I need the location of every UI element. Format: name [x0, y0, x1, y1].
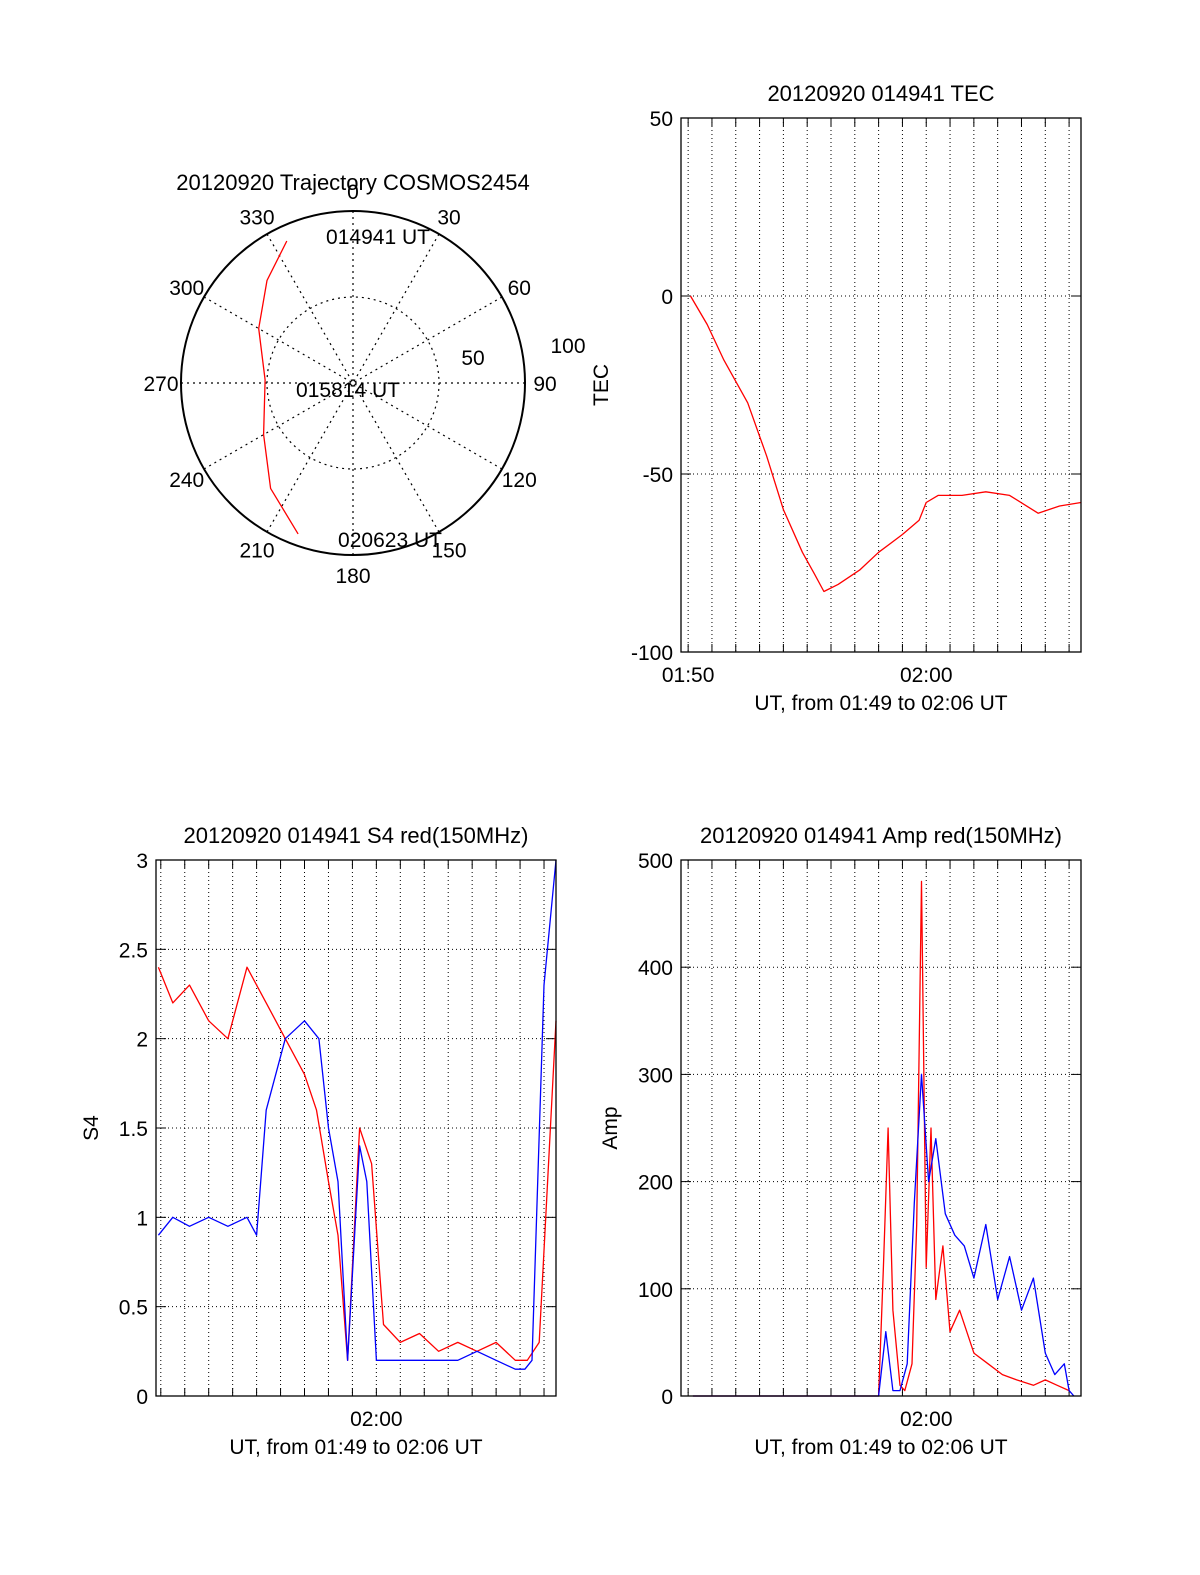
chart-title: 20120920 014941 S4 red(150MHz) — [184, 823, 529, 848]
series-line-0 — [157, 966, 557, 1361]
x-tick-label: 02:00 — [900, 1408, 953, 1431]
x-tick-label: 01:50 — [662, 664, 715, 687]
series-line-0 — [692, 880, 1070, 1397]
azimuth-label: 90 — [533, 373, 556, 396]
y-tick-label: 0 — [661, 1386, 673, 1409]
x-tick-label: 02:00 — [350, 1408, 403, 1431]
azimuth-label: 240 — [169, 469, 204, 492]
y-tick-label: 300 — [638, 1064, 673, 1087]
x-axis-label: UT, from 01:49 to 02:06 UT — [229, 1436, 482, 1459]
y-axis-label: TEC — [590, 364, 613, 406]
y-tick-label: -50 — [643, 464, 673, 487]
azimuth-label: 180 — [335, 565, 370, 588]
series-line-0 — [689, 295, 1082, 593]
y-tick-label: 400 — [638, 957, 673, 980]
plot-frame — [155, 859, 557, 1397]
trajectory-start-label: 014941 UT — [326, 226, 430, 249]
y-tick-label: 500 — [638, 850, 673, 873]
chart-title: 20120920 014941 TEC — [767, 81, 994, 106]
azimuth-label: 120 — [502, 469, 537, 492]
grid-lines — [681, 117, 1081, 653]
x-axis-label: UT, from 01:49 to 02:06 UT — [754, 692, 1007, 715]
chart-panel-3: 20120920 014941 Amp red(150MHz) 0 100 200 30… — [599, 823, 1082, 1459]
azimuth-label: 30 — [437, 207, 460, 230]
y-tick-label: 200 — [638, 1172, 673, 1195]
y-axis-label: Amp — [599, 1106, 622, 1149]
y-tick-label: 50 — [650, 108, 673, 131]
series-line-1 — [692, 1073, 1075, 1397]
radial-label-100: 100 — [550, 335, 585, 358]
y-tick-label: -100 — [631, 642, 673, 665]
trajectory-title: 20120920 Trajectory COSMOS2454 — [176, 170, 529, 195]
azimuth-label: 150 — [431, 539, 466, 562]
y-tick-label: 3 — [136, 850, 148, 873]
y-tick-label: 2.5 — [119, 939, 148, 962]
chart-panel-1: 20120920 014941 TEC -100 -50 0 50 01:50 02:00 U… — [590, 81, 1082, 715]
azimuth-label: 330 — [239, 207, 274, 230]
chart-title: 20120920 014941 Amp red(150MHz) — [700, 823, 1062, 848]
azimuth-label: 0 — [347, 181, 359, 204]
trajectory-mid-label: 015814 UT — [296, 379, 400, 402]
y-tick-label: 1.5 — [119, 1118, 148, 1141]
y-tick-label: 1 — [136, 1207, 148, 1230]
x-tick-label: 02:00 — [900, 664, 953, 687]
y-tick-label: 0 — [136, 1386, 148, 1409]
azimuth-label: 210 — [239, 539, 274, 562]
y-tick-label: 100 — [638, 1279, 673, 1302]
grid-lines — [156, 859, 556, 1397]
plot-frame — [680, 859, 1082, 1397]
azimuth-label: 300 — [169, 277, 204, 300]
y-tick-label: 2 — [136, 1029, 148, 1052]
grid-lines — [681, 859, 1081, 1397]
chart-panel-2: 20120920 014941 S4 red(150MHz) 0 0.5 1 1.5 2 2… — [80, 823, 557, 1459]
trajectory-end-label: 020623 UT — [338, 529, 442, 552]
radial-label-50: 50 — [461, 347, 484, 370]
series-line-1 — [157, 859, 557, 1370]
y-axis-label: S4 — [80, 1115, 103, 1141]
y-tick-label: 0.5 — [119, 1297, 148, 1320]
horizon-circle — [180, 210, 526, 556]
azimuth-label: 60 — [508, 277, 531, 300]
azimuth-label: 270 — [143, 373, 178, 396]
plot-frame — [680, 117, 1082, 653]
y-tick-label: 0 — [661, 286, 673, 309]
x-axis-label: UT, from 01:49 to 02:06 UT — [754, 1436, 1007, 1459]
trajectory-path — [258, 240, 299, 535]
